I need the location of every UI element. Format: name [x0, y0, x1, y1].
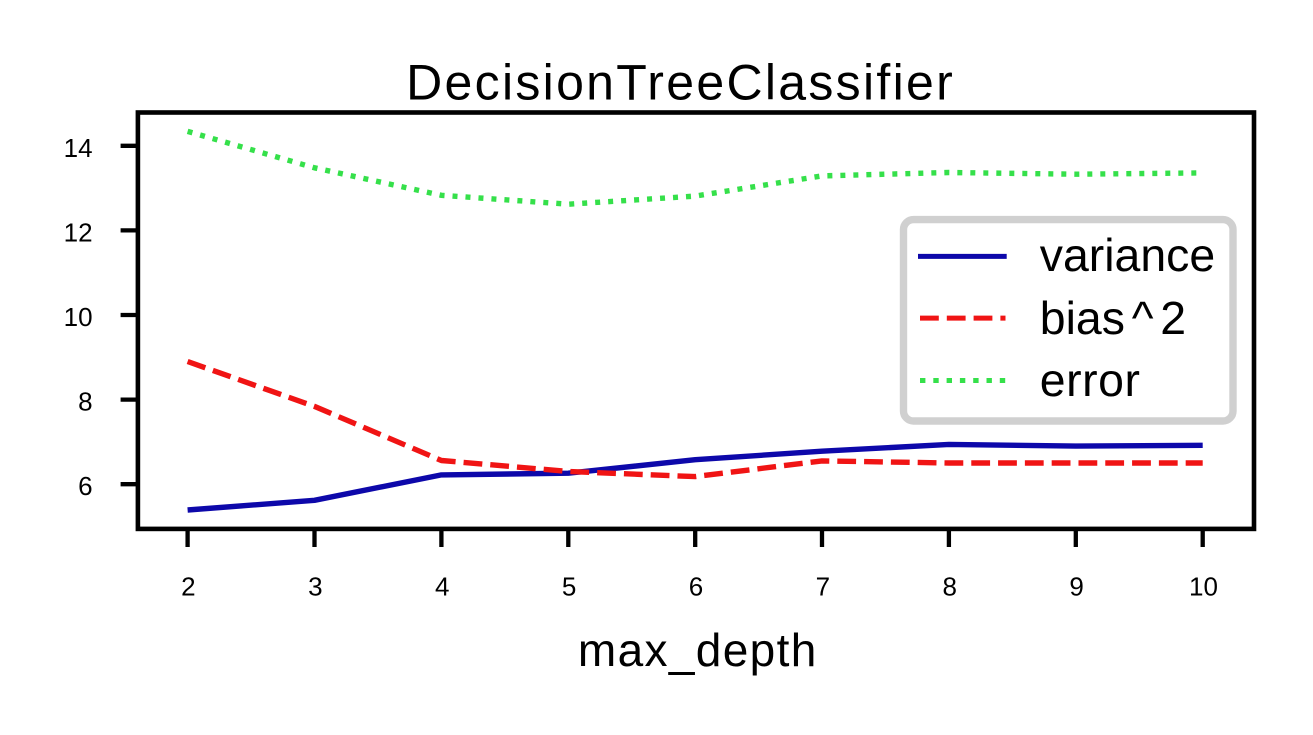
svg-text:8: 8 — [78, 387, 92, 417]
svg-text:8: 8 — [942, 571, 956, 601]
svg-text:10: 10 — [64, 302, 93, 332]
svg-text:7: 7 — [816, 571, 830, 601]
svg-text:6: 6 — [689, 571, 703, 601]
svg-text:max_depth: max_depth — [578, 624, 818, 676]
svg-text:bias^2: bias ^ 2 — [1040, 292, 1186, 344]
svg-text:5: 5 — [562, 571, 576, 601]
svg-text:error: error — [1040, 354, 1141, 406]
svg-text:12: 12 — [64, 217, 93, 247]
svg-text:4: 4 — [435, 571, 449, 601]
svg-text:9: 9 — [1069, 571, 1083, 601]
svg-text:2: 2 — [181, 571, 195, 601]
svg-text:6: 6 — [78, 471, 92, 501]
svg-text:14: 14 — [64, 133, 93, 163]
svg-text:variance: variance — [1040, 229, 1215, 281]
svg-text:DecisionTreeClassifier: DecisionTreeClassifier — [406, 55, 955, 111]
svg-text:3: 3 — [308, 571, 322, 601]
svg-text:10: 10 — [1189, 571, 1218, 601]
